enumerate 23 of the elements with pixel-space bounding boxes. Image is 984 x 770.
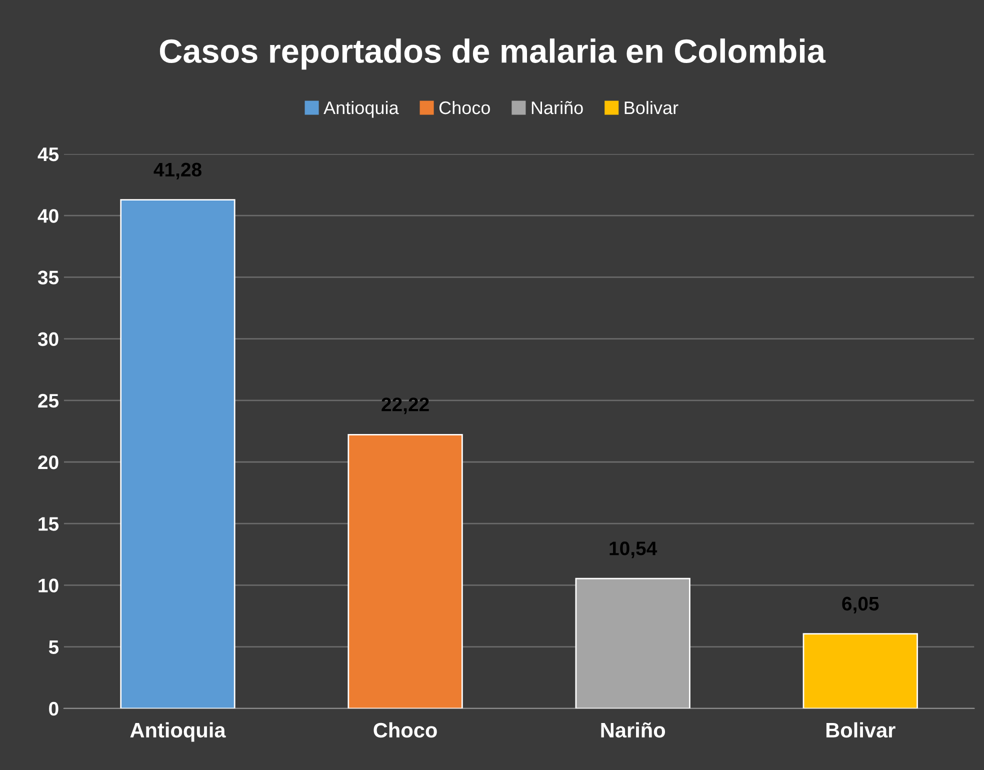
x-tick-label: Choco bbox=[374, 722, 437, 738]
data-label: 41,28 bbox=[154, 162, 202, 180]
y-tick-label: 25 bbox=[38, 394, 59, 408]
y-tick-label: 45 bbox=[38, 148, 59, 162]
legend-label: Bolivar bbox=[624, 100, 678, 114]
legend-label: Choco bbox=[439, 100, 490, 114]
y-tick-label: 10 bbox=[38, 578, 58, 592]
x-tick-label: Bolivar bbox=[826, 722, 896, 738]
legend-label: Nariño bbox=[532, 100, 583, 114]
y-tick-label: 20 bbox=[38, 455, 58, 470]
y-tick-label: 0 bbox=[49, 702, 58, 716]
x-tick-label: Nariño bbox=[601, 722, 666, 738]
y-tick-label: 40 bbox=[38, 209, 58, 223]
y-tick-label: 35 bbox=[38, 270, 59, 284]
data-label: 22,22 bbox=[382, 398, 429, 414]
y-tick-label: 15 bbox=[38, 517, 59, 531]
chart-title: Casos reportados de malaria en Colombia bbox=[160, 38, 826, 70]
y-tick-label: 5 bbox=[48, 640, 59, 654]
data-label: 6,05 bbox=[842, 596, 879, 614]
x-tick-label: Antioquia bbox=[130, 722, 226, 742]
data-label: 10,54 bbox=[610, 541, 658, 558]
y-tick-label: 30 bbox=[38, 332, 58, 346]
legend-label: Antioquia bbox=[324, 100, 399, 118]
